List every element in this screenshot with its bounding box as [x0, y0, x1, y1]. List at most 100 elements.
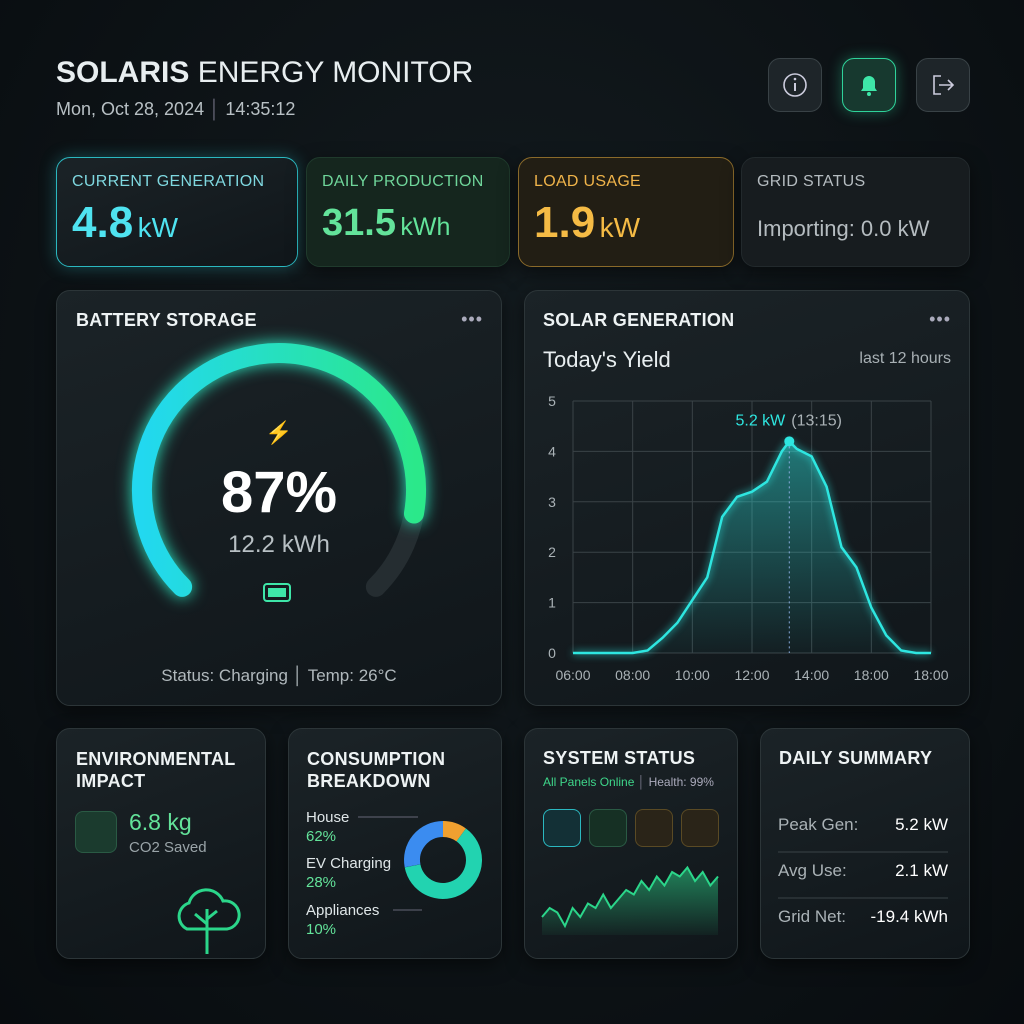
kpi-card: DAILY PRODUCTION 31.5 kWh — [306, 157, 510, 267]
value: 6.8 kg — [129, 809, 192, 835]
card-title: SOLAR GENERATION — [543, 310, 735, 330]
donut-segment — [404, 821, 444, 868]
subtitle: Today's Yield — [543, 347, 671, 372]
bolt-icon: ⚡ — [265, 420, 292, 446]
health: Health: 99% — [648, 775, 714, 789]
kpi-card: LOAD USAGE 1.9 kW — [518, 157, 734, 267]
row-label: Peak Gen: — [778, 815, 858, 834]
kpi-value: 31.5 kWh — [322, 202, 450, 245]
x-tick-label: 06:00 — [555, 667, 590, 683]
y-tick-label: 0 — [548, 645, 556, 661]
number: 1.9 — [534, 198, 596, 247]
spark-line — [541, 865, 719, 929]
annotation-time: (13:15) — [791, 412, 842, 429]
sep: │ — [209, 99, 221, 119]
x-tick-label: 18:00 — [854, 667, 889, 683]
kpi-value: 1.9 kW — [534, 198, 640, 248]
kpi-card: GRID STATUS Importing: 0.0 kW — [741, 157, 970, 267]
row-value: 5.2 kW — [895, 815, 948, 834]
legend-name: Appliances — [306, 902, 379, 919]
y-tick-label: 1 — [548, 595, 556, 611]
energy-unit: kWh — [282, 531, 330, 558]
title-bold: SOLARIS — [56, 56, 190, 89]
trend-icon[interactable] — [681, 809, 719, 847]
date: Mon, Oct 28, 2024 — [56, 99, 205, 119]
time: 14:35:12 — [225, 99, 296, 119]
battery-icon — [263, 583, 291, 602]
logout-button[interactable] — [916, 58, 970, 112]
bell-icon — [861, 76, 877, 96]
range: last 12 hours — [859, 350, 951, 367]
legend-value: 62% — [306, 828, 336, 845]
status: Status: Charging — [161, 666, 288, 685]
battery-level — [268, 588, 286, 597]
row-value: 2.1 kW — [895, 861, 948, 880]
unit: kW — [599, 212, 641, 243]
system-health: All Panels Online │ Health: 99% — [543, 775, 714, 789]
kpi-label: LOAD USAGE — [534, 173, 642, 190]
number: 4.8 — [72, 198, 134, 247]
kpi-value: 4.8 kW — [72, 198, 178, 248]
card-title: DAILY SUMMARY — [779, 748, 933, 768]
annotation-value: 5.2 kW — [735, 412, 786, 429]
y-tick-label: 2 — [548, 544, 556, 560]
bolt-icon[interactable] — [589, 809, 627, 847]
energy: 12.2 kWh — [228, 531, 330, 558]
row-value: -19.4 kWh — [871, 907, 948, 926]
legend-value: 28% — [306, 874, 336, 891]
alerts-button[interactable] — [842, 58, 896, 112]
info-button[interactable] — [768, 58, 822, 112]
card-title: ENVIRONMENTAL IMPACT — [76, 749, 236, 791]
row-label: Grid Net: — [778, 907, 846, 926]
line — [573, 439, 931, 655]
battery-status: Status: Charging │ Temp: 26°C — [161, 666, 397, 685]
kpi-card: CURRENT GENERATION 4.8 kW — [56, 157, 298, 267]
y-tick-label: 3 — [548, 494, 556, 510]
online: All Panels Online — [543, 775, 635, 789]
caption: CO2 Saved — [129, 839, 207, 856]
gauge-fill — [132, 343, 426, 597]
x-tick-label: 12:00 — [734, 667, 769, 683]
row-label: Avg Use: — [778, 861, 847, 880]
grid-icon[interactable] — [543, 809, 581, 847]
x-tick-label: 18:00 — [913, 667, 948, 683]
card-title: CONSUMPTION BREAKDOWN — [307, 749, 446, 791]
info-icon — [783, 73, 807, 97]
peak-dot — [784, 436, 795, 447]
card-title: BATTERY STORAGE — [76, 310, 257, 330]
menu[interactable]: ••• — [929, 309, 951, 329]
kpi-label: GRID STATUS — [757, 173, 866, 190]
menu[interactable]: ••• — [461, 309, 483, 329]
tree-icon — [177, 888, 241, 954]
summary-card: DAILY SUMMARY — [760, 728, 970, 959]
temp: Temp: 26°C — [307, 666, 397, 685]
kpi-label: DAILY PRODUCTION — [322, 173, 484, 190]
charge-label: 87% — [221, 460, 337, 525]
y-tick-label: 5 — [548, 393, 556, 409]
logout-icon — [933, 75, 955, 95]
unit: kWh — [400, 213, 451, 241]
title: SOLARIS ENERGY MONITOR — [56, 56, 473, 90]
donut-segment — [442, 821, 466, 842]
legend-name: House — [306, 809, 349, 826]
title-rest: ENERGY MONITOR — [197, 56, 474, 89]
x-tick-label: 14:00 — [794, 667, 829, 683]
y-tick-label: 4 — [548, 443, 556, 459]
legend-value: 10% — [306, 921, 336, 938]
kpi-label: CURRENT GENERATION — [72, 173, 265, 190]
kpi-text: Importing: 0.0 kW — [757, 216, 930, 241]
energy-value: 12.2 — [228, 531, 275, 558]
area — [573, 441, 931, 653]
cloud-icon — [75, 811, 117, 853]
datetime: Mon, Oct 28, 2024 │ 14:35:12 — [56, 99, 295, 120]
spark-area — [542, 867, 718, 935]
legend-name: EV Charging — [306, 855, 391, 872]
x-tick-label: 10:00 — [675, 667, 710, 683]
environment-card: ENVIRONMENTAL IMPACT 6.8 kg CO2 Saved — [56, 728, 266, 959]
unit: kW — [137, 212, 179, 243]
donut-segment — [404, 828, 482, 899]
x-tick-label: 08:00 — [615, 667, 650, 683]
home-icon[interactable] — [635, 809, 673, 847]
